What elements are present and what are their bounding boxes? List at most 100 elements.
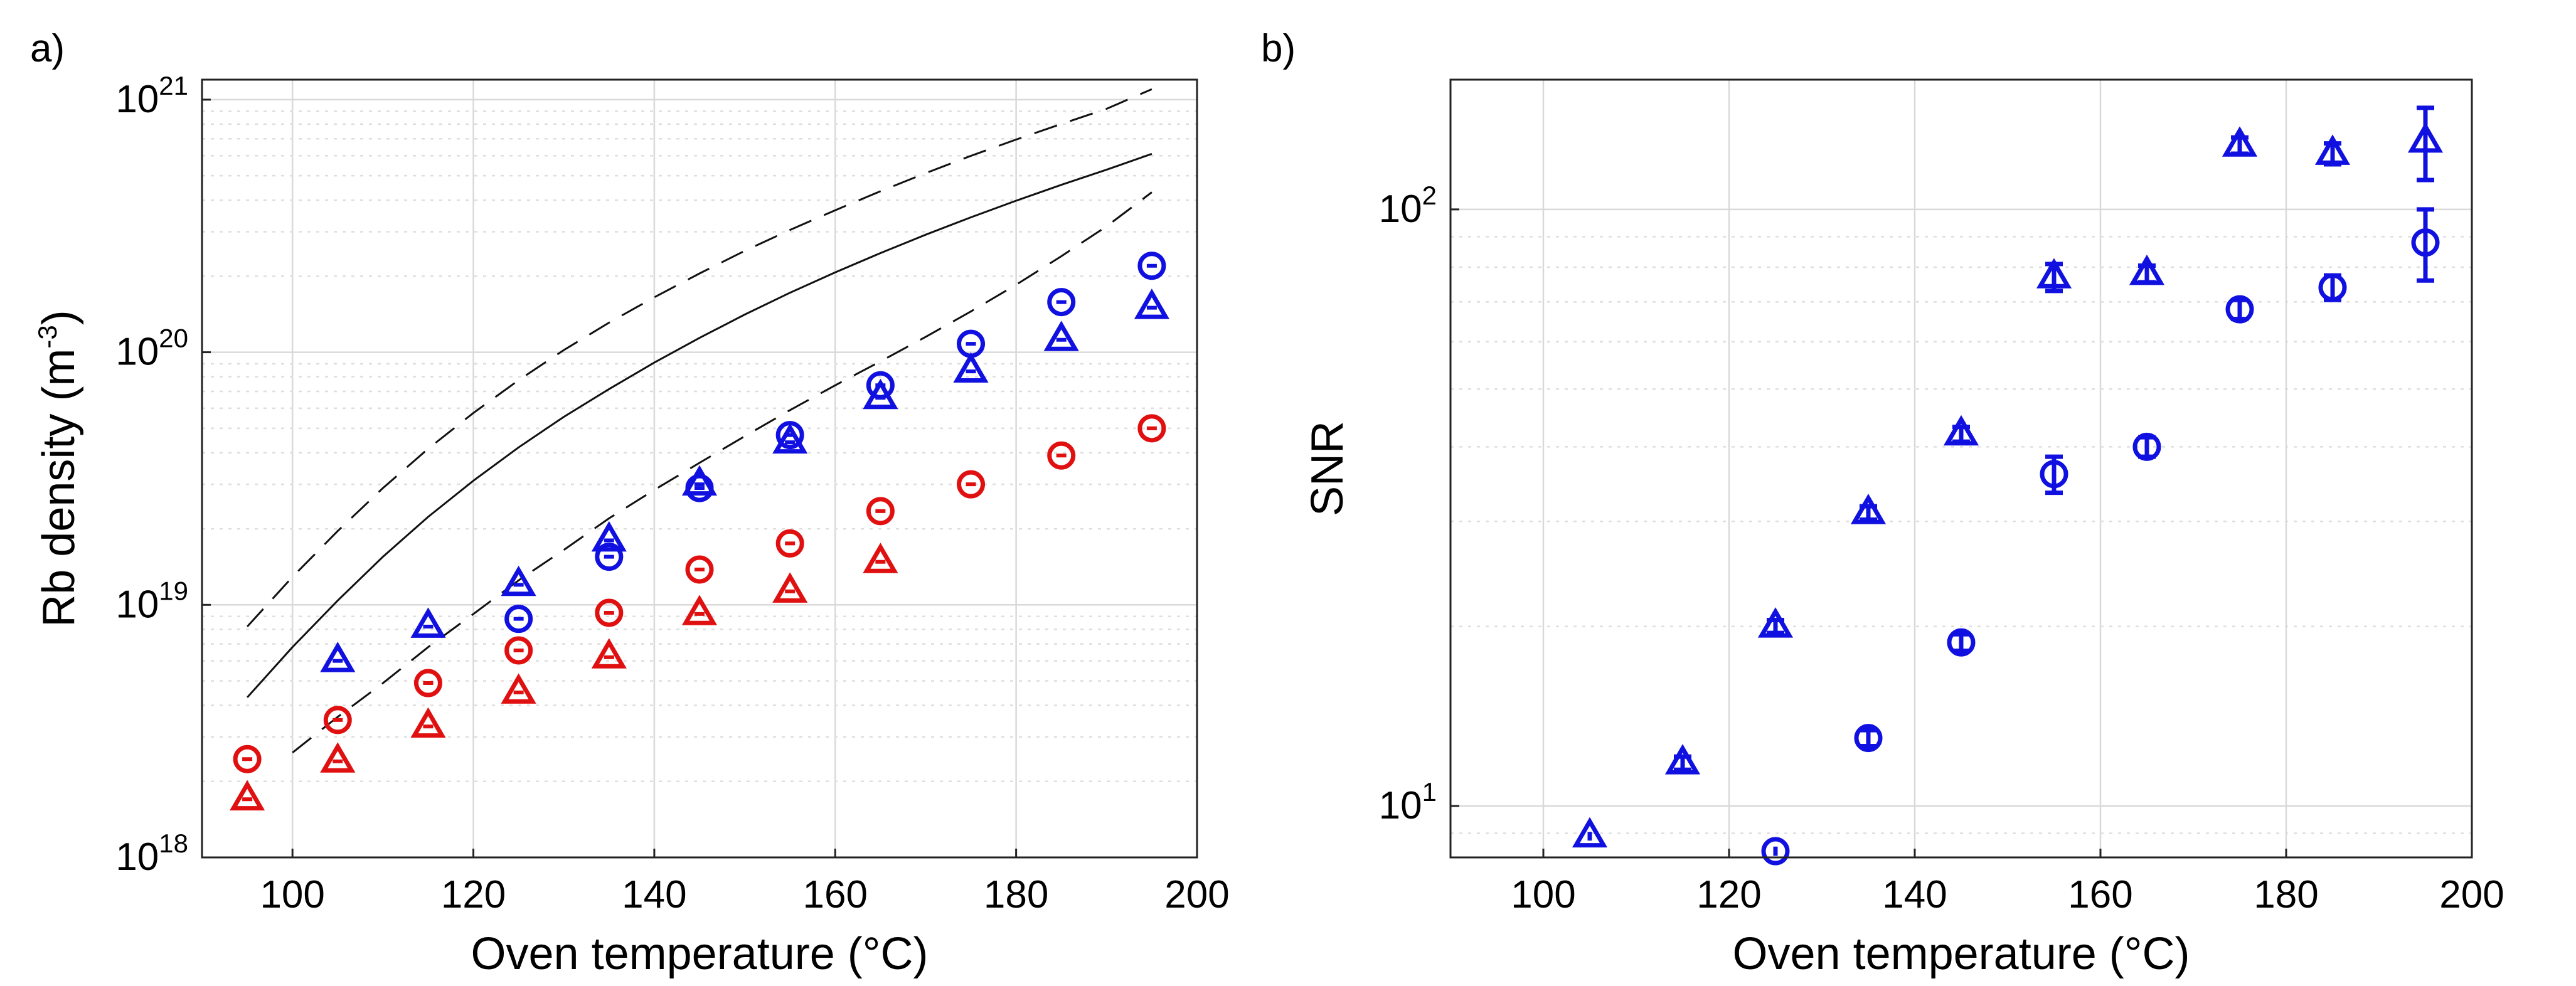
data-point-circle [504, 636, 533, 665]
y-tick-label: 1021 [115, 71, 188, 121]
data-point-circle [323, 706, 352, 734]
data-point-circle [1137, 414, 1166, 443]
panel-b-label: b) [1261, 27, 1296, 70]
y-tick-exponent: 21 [159, 71, 188, 100]
data-point-triangle [772, 423, 808, 454]
panel-a-y-label-exp: -3 [33, 325, 62, 348]
data-point-triangle [410, 607, 446, 638]
data-point-triangle [230, 780, 265, 811]
data-point-triangle [1943, 415, 1979, 446]
data-point-circle [1047, 288, 1076, 317]
y-tick-label: 1019 [115, 576, 188, 626]
model-solid-line [246, 152, 1152, 698]
data-point-circle [1047, 441, 1076, 470]
data-point-triangle [863, 378, 898, 410]
data-point-circle [1137, 252, 1166, 280]
y-tick-base: 10 [1379, 188, 1422, 231]
panel-a-y-label-close: ) [34, 310, 84, 325]
model-dashed-line [246, 88, 1152, 628]
data-point-triangle [772, 572, 808, 603]
data-point-triangle [2314, 134, 2351, 165]
data-point-triangle [1134, 289, 1169, 319]
panel-a-y-label: Rb density (m-3) [33, 310, 84, 627]
panel-a-markers [230, 252, 1169, 811]
data-point-circle [504, 605, 533, 633]
x-tick-label: 140 [622, 873, 686, 916]
y-tick-base: 10 [115, 583, 159, 626]
y-tick-base: 10 [1379, 784, 1422, 827]
x-tick-label: 120 [1696, 873, 1761, 916]
panel-a-model-lines [246, 88, 1152, 754]
data-point-triangle [2129, 254, 2165, 285]
y-tick-exponent: 18 [159, 829, 188, 858]
data-point-circle [1947, 628, 1976, 657]
panel-b-grid [1450, 80, 2473, 857]
data-point-triangle [2036, 258, 2072, 289]
data-point-triangle [1757, 607, 1794, 638]
x-tick-label: 160 [803, 873, 868, 916]
x-tick-label: 200 [2439, 873, 2504, 916]
panel-a-y-label-main: Rb density (m [34, 349, 84, 627]
x-tick-label: 120 [441, 873, 506, 916]
data-point-triangle [591, 521, 627, 552]
data-point-circle [2411, 228, 2440, 257]
y-tick-label: 102 [1379, 181, 1437, 231]
data-point-triangle [501, 673, 536, 704]
panel-a-x-label: Oven temperature (°C) [471, 929, 928, 979]
data-point-triangle [2222, 126, 2258, 157]
panel-a-frame [201, 78, 1198, 859]
data-point-circle [957, 470, 986, 499]
x-tick-label: 180 [2254, 873, 2318, 916]
panel-b-x-label: Oven temperature (°C) [1732, 929, 2190, 979]
panel-b-x-ticks: 100 120 140 160 180 200 [1511, 849, 2504, 916]
x-tick-label: 160 [2068, 873, 2132, 916]
x-tick-label: 200 [1164, 873, 1229, 916]
data-point-triangle [410, 707, 446, 738]
data-point-triangle [1043, 321, 1079, 351]
data-point-circle [2318, 273, 2347, 302]
data-point-circle [595, 543, 624, 571]
data-point-circle [413, 669, 442, 697]
x-tick-label: 100 [1511, 873, 1575, 916]
y-tick-label: 101 [1379, 777, 1437, 827]
y-tick-exponent: 1 [1422, 777, 1437, 807]
panel-a-x-ticks: 100 120 140 160 180 200 [260, 849, 1230, 916]
y-tick-base: 10 [115, 78, 159, 121]
data-point-circle [866, 497, 895, 526]
data-point-triangle [591, 638, 627, 669]
x-tick-label: 180 [984, 873, 1048, 916]
y-tick-label: 1020 [115, 324, 188, 374]
data-point-circle [1854, 724, 1883, 753]
y-tick-exponent: 2 [1422, 181, 1437, 210]
data-point-circle [595, 598, 624, 627]
data-point-triangle [681, 595, 718, 625]
panel-b-y-label: SNR [1302, 421, 1353, 516]
data-point-circle [233, 745, 262, 773]
y-tick-exponent: 20 [159, 324, 188, 353]
data-point-triangle [320, 742, 356, 773]
y-tick-exponent: 19 [159, 576, 188, 605]
data-point-circle [2225, 295, 2254, 324]
x-tick-label: 140 [1882, 873, 1947, 916]
panel-b-markers [1572, 105, 2444, 866]
panel-a-label: a) [30, 27, 65, 70]
data-point-triangle [2407, 122, 2444, 153]
data-point-triangle [953, 352, 989, 383]
data-point-triangle [501, 565, 536, 596]
data-point-triangle [681, 465, 718, 496]
data-point-triangle [1664, 744, 1701, 775]
data-point-triangle [320, 642, 356, 672]
data-point-circle [685, 555, 714, 584]
y-tick-base: 10 [115, 331, 159, 374]
y-tick-label: 1018 [115, 829, 188, 879]
x-tick-label: 100 [260, 873, 324, 916]
data-point-triangle [1572, 817, 1608, 848]
data-point-triangle [1850, 494, 1887, 524]
y-tick-base: 10 [115, 835, 159, 879]
data-point-circle [2132, 432, 2161, 461]
